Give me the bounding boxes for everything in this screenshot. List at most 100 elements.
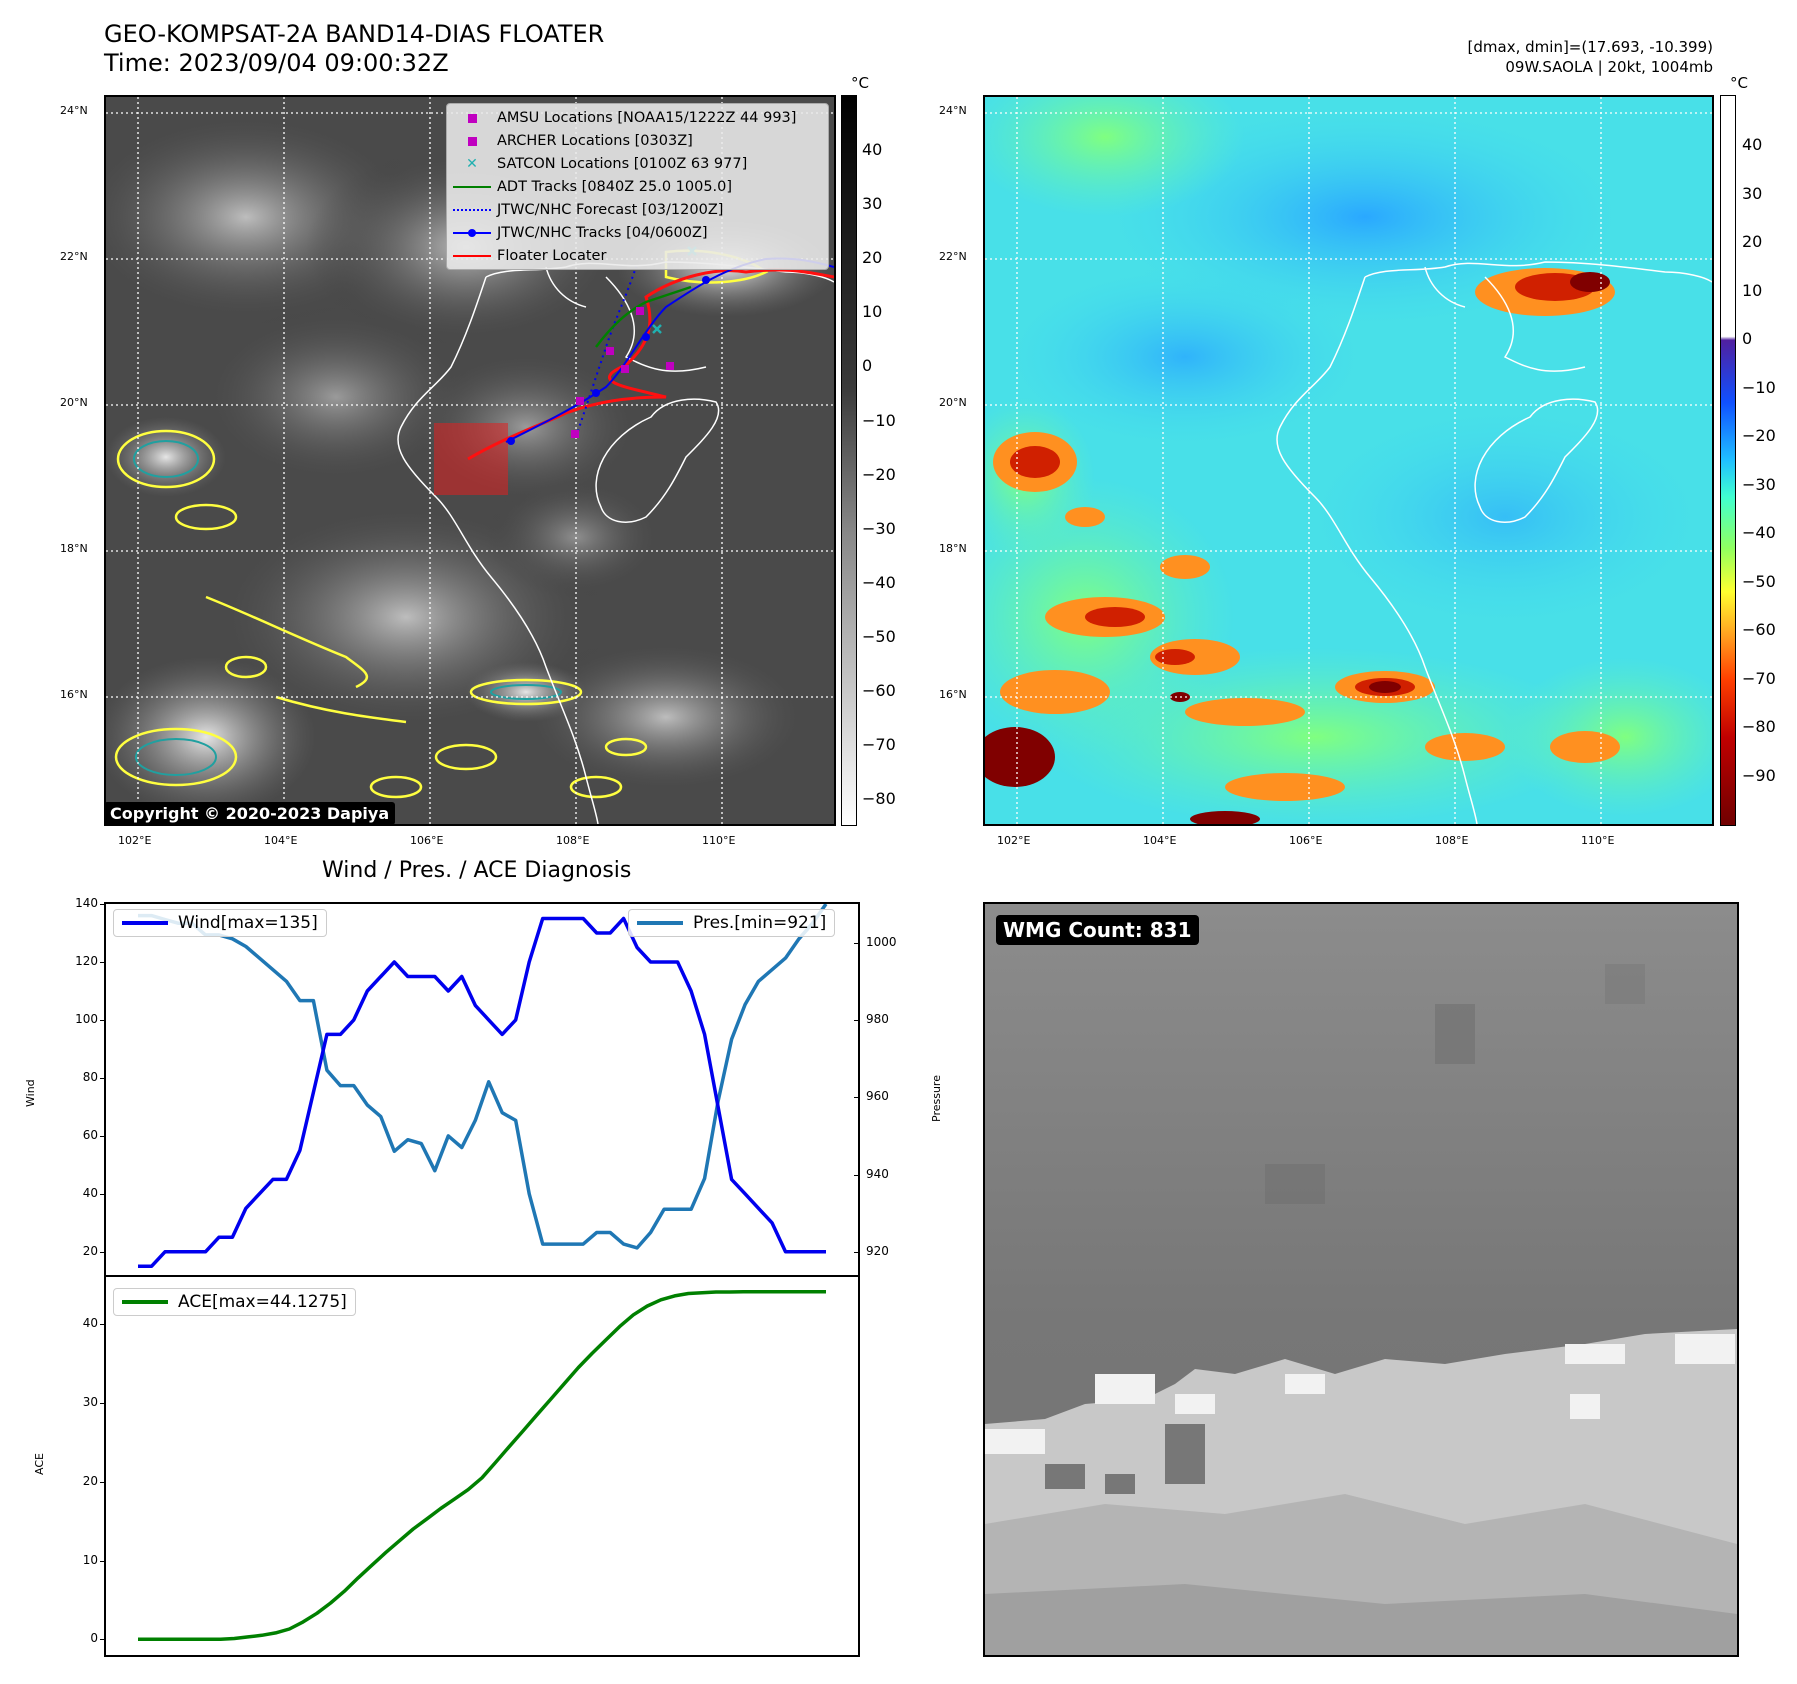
ir-lon-label: 102°E bbox=[118, 834, 152, 847]
colorbar-tick-label: −70 bbox=[862, 735, 896, 755]
main-title: GEO-KOMPSAT-2A BAND14-DIAS FLOATER bbox=[104, 20, 605, 48]
wmg-panel bbox=[983, 902, 1739, 1657]
axis-tick-mark bbox=[100, 1135, 106, 1137]
dias-lon-label: 108°E bbox=[1435, 834, 1469, 847]
colorbar-tick-label: 40 bbox=[1742, 135, 1763, 154]
axis-tick-mark bbox=[854, 942, 860, 944]
colorbar-tick-label: −60 bbox=[1742, 620, 1776, 639]
colorbar-tick-label: 30 bbox=[862, 194, 883, 214]
axis-tick-label: 100 bbox=[75, 1011, 98, 1026]
legend-item-amsu: AMSU Locations [NOAA15/1222Z 44 993] bbox=[447, 107, 796, 129]
ace-line-icon bbox=[122, 1300, 168, 1304]
dias-colorbar bbox=[1720, 95, 1736, 826]
axis-tick-label: 20 bbox=[82, 1243, 98, 1258]
axis-tick-label: 960 bbox=[866, 1089, 889, 1104]
wind-legend: Wind[max=135] bbox=[113, 909, 327, 937]
colorbar-tick-label: −30 bbox=[862, 518, 896, 538]
colorbar-tick-label: −70 bbox=[1742, 668, 1776, 688]
purple-square-icon bbox=[467, 136, 477, 146]
axis-tick-label: 920 bbox=[866, 1243, 889, 1258]
colorbar-tick-label: −50 bbox=[1742, 571, 1776, 591]
axis-tick-mark bbox=[100, 904, 106, 905]
colorbar-tick-label: −10 bbox=[1742, 377, 1776, 397]
blue-marker-line-icon bbox=[453, 229, 491, 237]
colorbar-tick-label: −40 bbox=[1742, 523, 1776, 542]
axis-tick-mark bbox=[100, 1077, 106, 1079]
dias-lat-label: 18°N bbox=[939, 542, 967, 555]
colorbar-tick-label: 30 bbox=[1742, 183, 1763, 203]
green-line-icon bbox=[453, 186, 491, 188]
dmax-dmin-label: [dmax, dmin]=(17.693, -10.399) bbox=[1467, 38, 1713, 56]
axis-tick-label: 120 bbox=[75, 953, 98, 968]
axis-tick-mark bbox=[100, 1324, 106, 1326]
colorbar-tick-label: 20 bbox=[1742, 232, 1763, 251]
colorbar-tick-label: −20 bbox=[862, 464, 896, 484]
axis-tick-mark bbox=[854, 1174, 860, 1176]
axis-tick-mark bbox=[100, 1560, 106, 1562]
axis-tick-label: 980 bbox=[866, 1011, 889, 1026]
ir-map-legend: AMSU Locations [NOAA15/1222Z 44 993] ARC… bbox=[446, 103, 829, 270]
colorbar-tick-label: −20 bbox=[1742, 426, 1776, 445]
dias-satellite-map bbox=[983, 95, 1714, 826]
axis-tick-mark bbox=[854, 1251, 860, 1253]
axis-tick-mark bbox=[100, 1481, 106, 1483]
legend-item-floater: Floater Locater bbox=[447, 245, 606, 267]
ir-lat-label: 16°N bbox=[60, 688, 88, 701]
ace-legend-label: ACE[max=44.1275] bbox=[178, 1292, 347, 1312]
colorbar-tick-label: −30 bbox=[1742, 474, 1776, 494]
diagnosis-title: Wind / Pres. / ACE Diagnosis bbox=[322, 858, 632, 883]
colorbar-tick-label: −40 bbox=[862, 572, 896, 592]
colorbar-tick-label: 10 bbox=[862, 302, 883, 322]
ir-colorbar-unit: °C bbox=[851, 74, 869, 92]
ir-lat-label: 18°N bbox=[60, 542, 88, 555]
dias-lat-label: 24°N bbox=[939, 104, 967, 117]
dias-lon-label: 104°E bbox=[1143, 834, 1177, 847]
axis-tick-mark bbox=[100, 1403, 106, 1404]
axis-tick-label: 40 bbox=[82, 1316, 98, 1331]
axis-tick-label: 940 bbox=[866, 1166, 889, 1181]
pressure-legend: Pres.[min=921] bbox=[628, 909, 836, 937]
ace-legend: ACE[max=44.1275] bbox=[113, 1288, 356, 1316]
axis-tick-label: 80 bbox=[82, 1069, 98, 1084]
teal-x-icon: ✕ bbox=[466, 156, 478, 172]
axis-tick-mark bbox=[100, 1193, 106, 1195]
ir-colorbar bbox=[841, 95, 857, 826]
axis-tick-label: 20 bbox=[82, 1473, 98, 1488]
dias-lon-label: 102°E bbox=[997, 834, 1031, 847]
wind-line-icon bbox=[122, 921, 168, 925]
axis-tick-mark bbox=[100, 961, 106, 963]
legend-item-jtwc-forecast: JTWC/NHC Forecast [03/1200Z] bbox=[447, 199, 723, 221]
ace-series-line bbox=[138, 1289, 826, 1642]
axis-tick-mark bbox=[100, 1019, 106, 1021]
ir-map-canvas bbox=[106, 97, 834, 824]
storm-info-label: 09W.SAOLA | 20kt, 1004mb bbox=[1505, 58, 1713, 76]
dias-lat-label: 20°N bbox=[939, 396, 967, 409]
dias-lon-label: 106°E bbox=[1289, 834, 1323, 847]
legend-item-archer: ARCHER Locations [0303Z] bbox=[447, 130, 693, 152]
legend-item-satcon: ✕ SATCON Locations [0100Z 63 977] bbox=[466, 156, 748, 172]
ir-lon-label: 110°E bbox=[702, 834, 736, 847]
axis-tick-label: 30 bbox=[82, 1395, 98, 1409]
pressure-axis-label: Pressure bbox=[930, 1075, 943, 1122]
wind-series-line bbox=[138, 916, 826, 1269]
axis-tick-mark bbox=[100, 1639, 106, 1641]
pressure-legend-label: Pres.[min=921] bbox=[693, 913, 827, 933]
ace-plot bbox=[138, 1289, 826, 1642]
axis-tick-label: 1000 bbox=[866, 934, 897, 949]
ace-axis-label: ACE bbox=[33, 1453, 46, 1475]
ace-chart bbox=[104, 1275, 860, 1657]
colorbar-tick-label: 10 bbox=[1742, 280, 1763, 300]
colorbar-tick-label: 0 bbox=[1742, 329, 1753, 348]
axis-tick-mark bbox=[854, 1097, 860, 1099]
pressure-series-line bbox=[138, 904, 828, 1250]
axis-tick-label: 140 bbox=[75, 896, 98, 910]
copyright-badge: Copyright © 2020-2023 Dapiya bbox=[104, 802, 396, 825]
legend-item-jtwc-tracks: JTWC/NHC Tracks [04/0600Z] bbox=[447, 222, 708, 244]
colorbar-tick-label: −50 bbox=[862, 626, 896, 646]
axis-tick-label: 0 bbox=[90, 1631, 98, 1646]
ir-lat-label: 22°N bbox=[60, 250, 88, 263]
wmg-count-badge: WMG Count: 831 bbox=[996, 915, 1199, 945]
ir-lat-label: 20°N bbox=[60, 396, 88, 409]
axis-tick-mark bbox=[100, 1251, 106, 1253]
pressure-line-icon bbox=[637, 921, 683, 925]
